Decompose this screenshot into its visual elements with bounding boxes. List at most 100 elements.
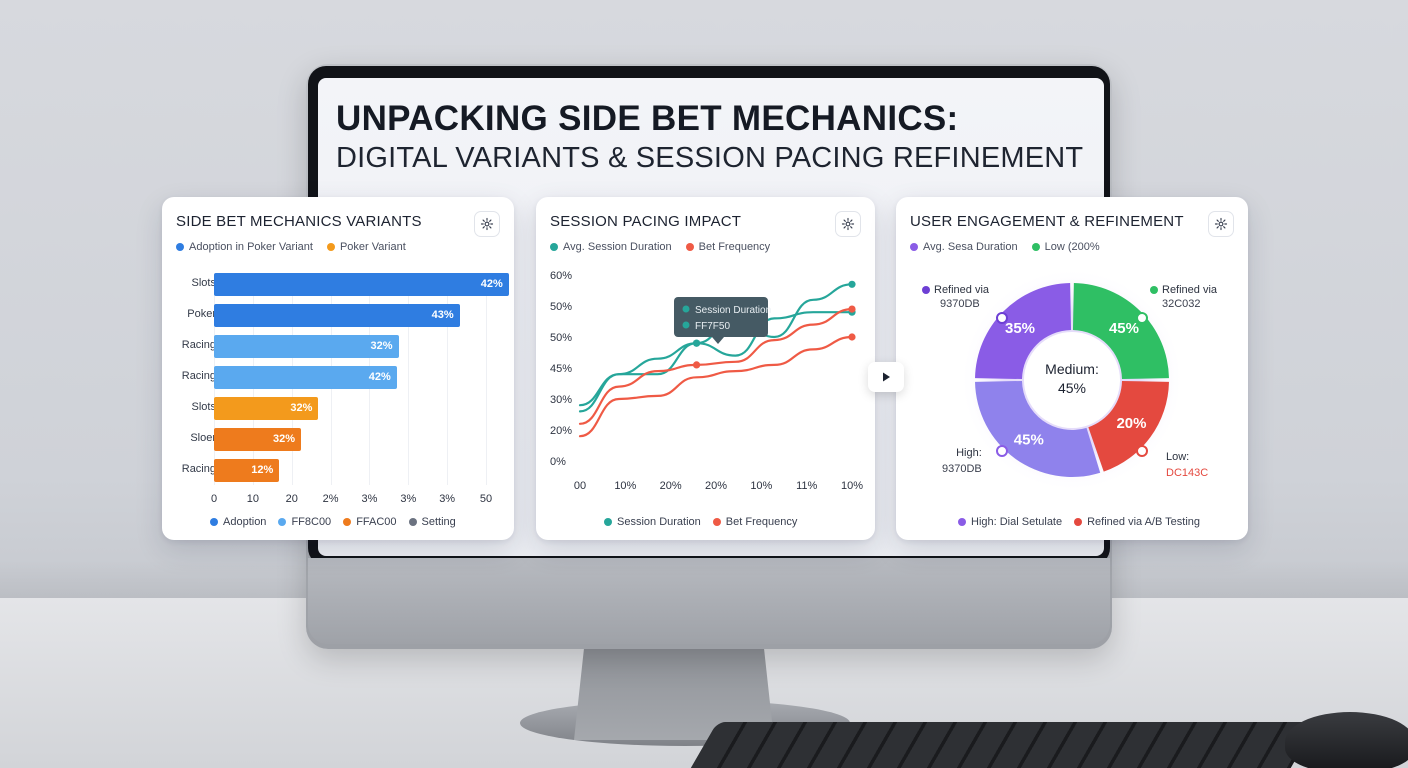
legend-item: Refined via A/B Testing (1074, 516, 1200, 528)
legend-dot (958, 518, 966, 526)
y-tick-label: 45% (550, 363, 572, 375)
gear-icon[interactable] (835, 211, 861, 237)
legend-dot (1074, 518, 1083, 526)
pacing-legend-top: Avg. Session Duration Bet Frequency (550, 241, 770, 253)
donut-slice (1088, 380, 1169, 472)
bar: 42% (214, 273, 509, 296)
legend-item: Session Duration (604, 516, 701, 528)
legend-item: Setting (408, 516, 456, 528)
center-value: 45% (1058, 380, 1086, 396)
bar-value-label: 42% (480, 278, 503, 290)
legend-label: High: Dial Setulate (971, 516, 1063, 528)
legend-item: Bet Frequency (712, 516, 798, 528)
variants-card: SIDE BET MECHANICS VARIANTS Adoption in … (162, 197, 514, 540)
legend-dot (408, 518, 417, 526)
bar-row: Slots 32% (162, 397, 514, 420)
series-line (578, 308, 854, 425)
legend-item: Poker Variant (326, 241, 406, 253)
pacing-card: SESSION PACING IMPACT Avg. Session Durat… (536, 197, 875, 540)
donut-slice (975, 380, 1101, 477)
legend-dot (604, 518, 612, 526)
donut-hole (1024, 332, 1120, 428)
slice-label: 35% (1005, 320, 1035, 337)
legend-label: Avg. Sesa Duration (923, 241, 1018, 253)
legend-item: FF8C00 (278, 516, 331, 528)
x-tick-label: 20% (660, 480, 682, 492)
data-point (848, 305, 856, 313)
callout-dot (1150, 286, 1158, 294)
data-point (848, 280, 856, 288)
callout-text: Refined via (934, 284, 990, 296)
callout-marker (996, 445, 1008, 457)
line-chart: 0% 20% 30% 45% 50% 50% 60% 00 10% 20% 20% 10% 11% 10%… (550, 270, 863, 492)
callout-value: 32C032 (1162, 298, 1201, 310)
bar: 43% (214, 304, 460, 327)
bar: 12% (214, 459, 280, 482)
callout-dot (922, 286, 930, 294)
tooltip-text: Session Duration (695, 305, 771, 316)
series-line (578, 311, 854, 407)
legend-label: Bet Frequency (725, 516, 798, 528)
bar-row: Slots 42% (162, 273, 514, 296)
callout-marker (1136, 312, 1148, 324)
mouse (1285, 712, 1408, 768)
callout-value: DC143C (1166, 467, 1209, 479)
bar-value-label: 12% (251, 464, 274, 476)
engagement-legend-bottom: High: Dial Setulate Refined via A/B Test… (958, 516, 1200, 528)
legend-item: High: Dial Setulate (958, 516, 1062, 528)
legend-item: Avg. Sesa Duration (910, 241, 1018, 253)
bar: 32% (214, 335, 399, 358)
slice-label: 20% (1116, 415, 1146, 432)
bar: 42% (214, 366, 397, 389)
legend-label: Bet Frequency (698, 241, 771, 253)
gear-icon[interactable] (1208, 211, 1234, 237)
engagement-card: USER ENGAGEMENT & REFINEMENT Avg. Sesa D… (896, 197, 1248, 540)
play-button[interactable] (868, 362, 904, 392)
callout-marker (1136, 445, 1148, 457)
engagement-card-title: USER ENGAGEMENT & REFINEMENT (910, 213, 1184, 230)
legend-label: Avg. Session Duration (563, 241, 672, 253)
callout-marker (996, 312, 1008, 324)
headline-subtitle: DIGITAL VARIANTS & SESSION PACING REFINE… (336, 142, 1084, 174)
legend-item: Adoption in Poker Variant (176, 241, 313, 253)
legend-label: Adoption (223, 516, 267, 528)
donut-slice (975, 283, 1072, 380)
variants-legend-top: Adoption in Poker Variant Poker Variant (176, 241, 406, 253)
x-tick-label: 0 (210, 493, 218, 505)
callout-bottom-right: Low: DC143C (1166, 449, 1208, 481)
center-label: Medium: (1045, 361, 1099, 377)
gear-icon[interactable] (474, 211, 500, 237)
legend-dot (278, 518, 287, 526)
y-tick-label: 60% (550, 270, 572, 282)
legend-dot (685, 243, 694, 251)
x-tick-label: 3% (400, 493, 417, 505)
bar: 32% (214, 428, 302, 451)
legend-dot (210, 518, 218, 526)
slice-label: 45% (1109, 320, 1139, 337)
slice-label: 45% (1014, 431, 1044, 448)
legend-dot (176, 243, 184, 251)
donut-chart: 45% 20% 45% 35% Medium: 45% (960, 268, 1184, 492)
engagement-legend-top: Avg. Sesa Duration Low (200% (910, 241, 1100, 253)
legend-label: Adoption in Poker Variant (189, 241, 313, 253)
legend-label: Session Duration (617, 516, 701, 528)
bar-row: Racing 12% (162, 459, 514, 482)
x-tick-label: 10% (841, 480, 863, 492)
category-label: Poker (187, 308, 216, 320)
legend-dot (712, 518, 721, 526)
tooltip-text: FF7F50 (695, 321, 730, 332)
legend-item: Avg. Session Duration (550, 241, 672, 253)
legend-item: FFAC00 (343, 516, 397, 528)
bar: 32% (214, 397, 319, 420)
x-tick-label: 10 (246, 493, 259, 505)
category-label: Racing (181, 463, 216, 475)
legend-dot (910, 243, 918, 251)
callout-bottom-left: High: 9370DB (942, 445, 982, 477)
legend-item: Bet Frequency (685, 241, 771, 253)
category-label: Racing (181, 339, 216, 351)
callout-text: Low: (1166, 451, 1190, 463)
x-tick-label: 20% (705, 480, 727, 492)
tooltip (674, 297, 768, 337)
grid-line (486, 275, 487, 485)
bar-row: Racing 32% (162, 335, 514, 358)
